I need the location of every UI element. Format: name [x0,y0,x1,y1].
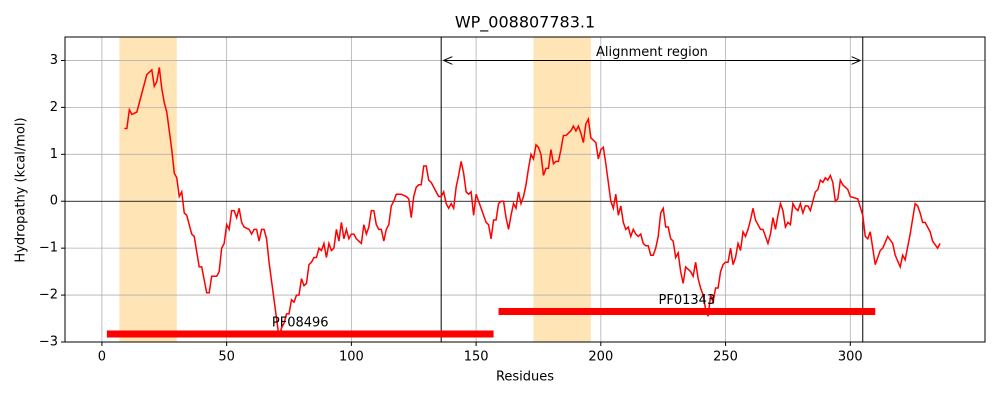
highlight-span [119,37,177,342]
y-tick-label: 2 [50,100,58,115]
domain-label: PF01343 [659,293,716,308]
x-axis-label: Residues [496,370,554,385]
plot-frame [64,36,986,343]
highlight-span [533,37,591,342]
y-tick-label: 1 [50,147,58,162]
y-tick-label: −3 [39,335,58,350]
chart-title: WP_008807783.1 [455,13,595,33]
x-tick-label: 250 [713,350,738,365]
x-tick-label: 150 [464,350,489,365]
y-tick-label: 0 [50,194,58,209]
x-tick-label: 0 [98,350,106,365]
y-tick-label: −2 [39,288,58,303]
x-tick-label: 50 [218,350,235,365]
y-tick-label: −1 [39,241,58,256]
y-tick-label: 3 [50,53,58,68]
x-tick-label: 200 [588,350,613,365]
x-tick-label: 100 [339,350,364,365]
y-axis-label: Hydropathy (kcal/mol) [14,117,29,262]
annotation-label: Alignment region [596,45,708,60]
x-tick-label: 300 [838,350,863,365]
domain-label: PF08496 [272,316,329,331]
hydropathy-line [124,67,941,338]
